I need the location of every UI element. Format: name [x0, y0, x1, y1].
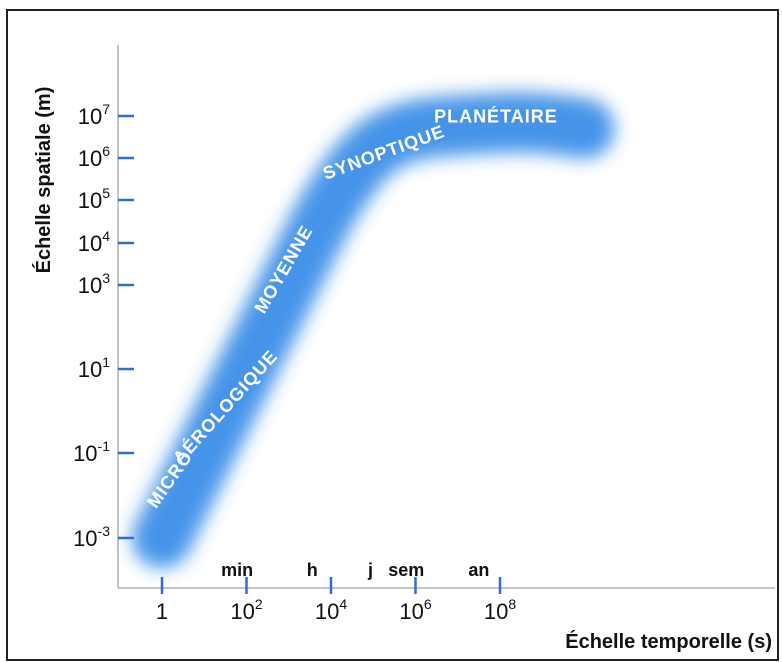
x-axis-title: Échelle temporelle (s): [565, 630, 772, 653]
region-label: PLANÉTAIRE: [434, 106, 558, 127]
y-tick-label: 106: [78, 143, 110, 171]
scale-band: [132, 92, 615, 568]
y-ticks: 10-3 10-1 101 103 104 105 106 107: [73, 101, 134, 551]
time-unit-label: j: [367, 560, 373, 580]
y-tick-label: 104: [78, 228, 110, 256]
x-tick-label: 106: [399, 596, 431, 624]
x-tick-label: 102: [230, 596, 262, 624]
frame-border: [6, 9, 779, 661]
band-path: [132, 92, 615, 568]
time-unit-labels: min h j sem an: [221, 560, 489, 580]
time-unit-label: h: [307, 560, 318, 580]
time-unit-label: an: [468, 560, 489, 580]
y-tick-label: 101: [78, 354, 110, 382]
y-tick-label: 103: [78, 270, 110, 298]
x-tick-label: 1: [156, 599, 168, 624]
y-axis-title: Échelle spatiale (m): [32, 87, 55, 274]
time-unit-label: sem: [388, 560, 424, 580]
time-unit-label: min: [221, 560, 253, 580]
x-tick-label: 104: [315, 596, 347, 624]
y-tick-label: 10-1: [73, 438, 110, 466]
x-tick-label: 108: [484, 596, 516, 624]
y-tick-label: 105: [78, 185, 110, 213]
y-tick-label: 10-3: [73, 523, 110, 551]
x-ticks: 1 102 104 106 108: [156, 577, 516, 624]
y-tick-label: 107: [78, 101, 110, 129]
